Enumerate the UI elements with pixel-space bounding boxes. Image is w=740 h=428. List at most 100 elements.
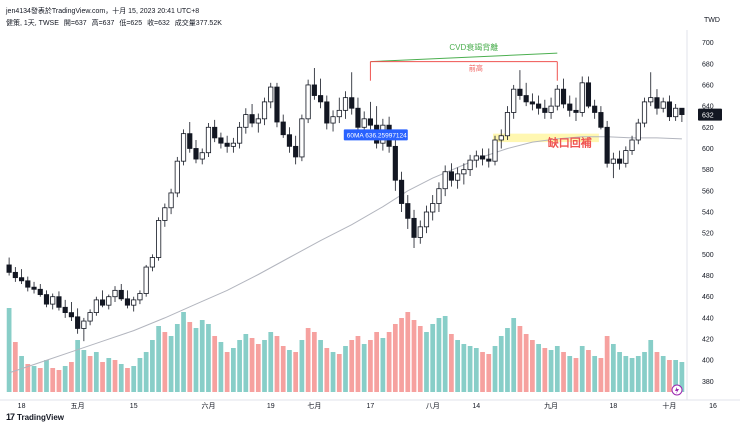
last-price-label: 632 (702, 113, 714, 120)
volume-bar (69, 362, 74, 392)
volume-bar (199, 320, 205, 392)
volume-bar (492, 346, 498, 392)
candle-body (517, 88, 523, 96)
candle-body (567, 103, 573, 111)
y-tick-label: 460 (702, 294, 714, 301)
volume-bar (268, 332, 274, 392)
volume-bar (6, 308, 12, 392)
candle-body (249, 114, 255, 124)
volume-bar (673, 360, 679, 392)
volume-bar (162, 332, 168, 392)
y-tick-label: 600 (702, 146, 714, 153)
volume-bar (517, 326, 523, 392)
last-price-tag (698, 108, 722, 121)
candle-body (68, 312, 74, 318)
candle-body (342, 97, 349, 111)
candle-body (56, 296, 62, 308)
x-tick-label: 18 (609, 403, 617, 410)
candle-body (199, 152, 205, 160)
candle-body (205, 126, 212, 154)
candle-body (610, 158, 616, 164)
candle-body (367, 118, 373, 126)
candle-body (237, 126, 243, 144)
volume-bar (486, 354, 492, 392)
candle-body (405, 203, 411, 219)
tradingview-brand[interactable]: 17 TradingView (6, 412, 64, 422)
volume-bar (505, 328, 510, 392)
volume-bar (349, 340, 355, 392)
volume-bar (449, 334, 454, 392)
candle-body (81, 320, 87, 329)
volume-bar (617, 352, 622, 392)
candle-body (585, 82, 592, 107)
volume-bar (156, 326, 161, 392)
volume-bar (579, 346, 585, 392)
volume-bar (498, 336, 504, 392)
volume-bar (411, 320, 417, 392)
y-tick-label: 620 (702, 125, 714, 132)
volume-bar (424, 332, 429, 392)
volume-bar (604, 336, 610, 392)
candle-body (423, 211, 430, 228)
volume-bar (561, 352, 566, 392)
volume-bar (368, 340, 373, 392)
candle-body (617, 158, 623, 164)
volume-bar (642, 352, 647, 392)
volume-bar (118, 364, 124, 392)
volume-bar (311, 332, 317, 392)
volume-bar (249, 338, 255, 392)
candle-body (218, 137, 224, 144)
volume-bar (56, 370, 62, 392)
candle-body (479, 155, 486, 160)
candle-body (361, 118, 367, 128)
symbol-label[interactable]: 健策, 1天, TWSE (6, 20, 59, 27)
candle-body (592, 105, 598, 113)
candle-body (87, 312, 93, 322)
x-tick-label: 19 (267, 403, 275, 410)
volume-bar (187, 322, 193, 392)
candle-body (511, 88, 517, 113)
volume-bar (255, 344, 261, 392)
y-tick-label: 700 (702, 40, 714, 47)
lightning-glyph-icon (675, 387, 679, 394)
candle-body (255, 118, 261, 124)
volume-bar (511, 318, 517, 392)
volume-bar (610, 344, 616, 392)
symbol-ohlc-line: 健策, 1天, TWSE 開=637 高=637 低=625 收=632 成交量… (6, 18, 225, 28)
volume-bar (623, 356, 629, 392)
candle-body (230, 142, 236, 147)
volume-bar (405, 312, 411, 392)
volume-bar (193, 328, 199, 392)
candle-body (43, 294, 50, 305)
volume-bar (473, 348, 479, 392)
candle-body (106, 296, 112, 306)
candle-body (355, 107, 361, 128)
candle-body (318, 95, 324, 103)
y-tick-label: 440 (702, 315, 714, 322)
candle-body (274, 86, 280, 123)
volume-bar (243, 334, 249, 392)
candle-body (268, 86, 274, 103)
volume-bar (660, 356, 666, 392)
volume-bar (355, 336, 361, 392)
volume-bar (648, 340, 654, 392)
candle-body (504, 112, 511, 137)
volume-bar (548, 350, 554, 392)
volume-bar (174, 324, 180, 392)
volume-bar (567, 356, 573, 392)
volume-bar (231, 348, 236, 392)
volume-bar (206, 324, 211, 392)
y-tick-label: 540 (702, 210, 714, 217)
volume-bar (237, 340, 242, 392)
candle-body (498, 135, 504, 141)
volume-bar (536, 344, 541, 392)
ma-label-text: 60MA 636.25997124 (347, 132, 407, 139)
y-tick-label: 680 (702, 61, 714, 68)
candle-body (212, 126, 218, 139)
candle-body (448, 171, 454, 181)
volume-bar (293, 352, 299, 392)
volume-bar (299, 340, 305, 392)
volume-bar (212, 336, 218, 392)
volume-bar (218, 342, 224, 392)
